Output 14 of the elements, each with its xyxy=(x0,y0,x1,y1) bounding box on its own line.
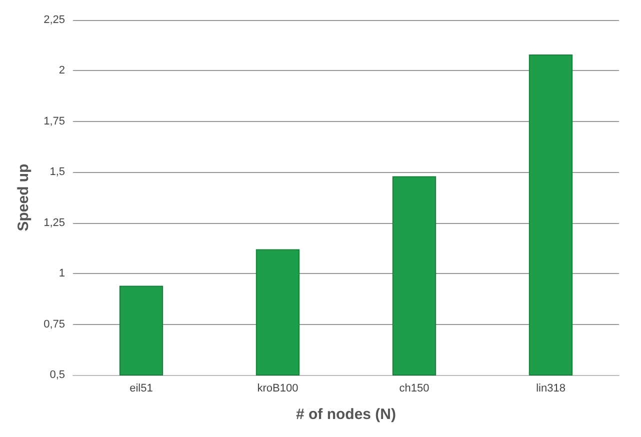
x-tick-label: kroB100 xyxy=(257,382,298,394)
y-tick-label: 0,75 xyxy=(44,318,65,330)
y-tick-label: 2,25 xyxy=(44,14,65,26)
y-tick-label: 0,5 xyxy=(50,369,65,381)
y-tick-label: 1,5 xyxy=(50,166,65,178)
y-tick-label: 1,25 xyxy=(44,216,65,229)
x-tick-label: eil51 xyxy=(130,382,153,394)
y-tick-label: 2 xyxy=(58,64,65,77)
x-tick-label: ch150 xyxy=(399,382,430,394)
x-tick-label: lin318 xyxy=(536,382,566,394)
y-tick-label: 1,75 xyxy=(44,115,65,128)
y-tick-label: 1 xyxy=(58,268,65,280)
x-axis-title: # of nodes (N) xyxy=(296,406,396,423)
y-axis-title: Speed up xyxy=(15,164,32,232)
